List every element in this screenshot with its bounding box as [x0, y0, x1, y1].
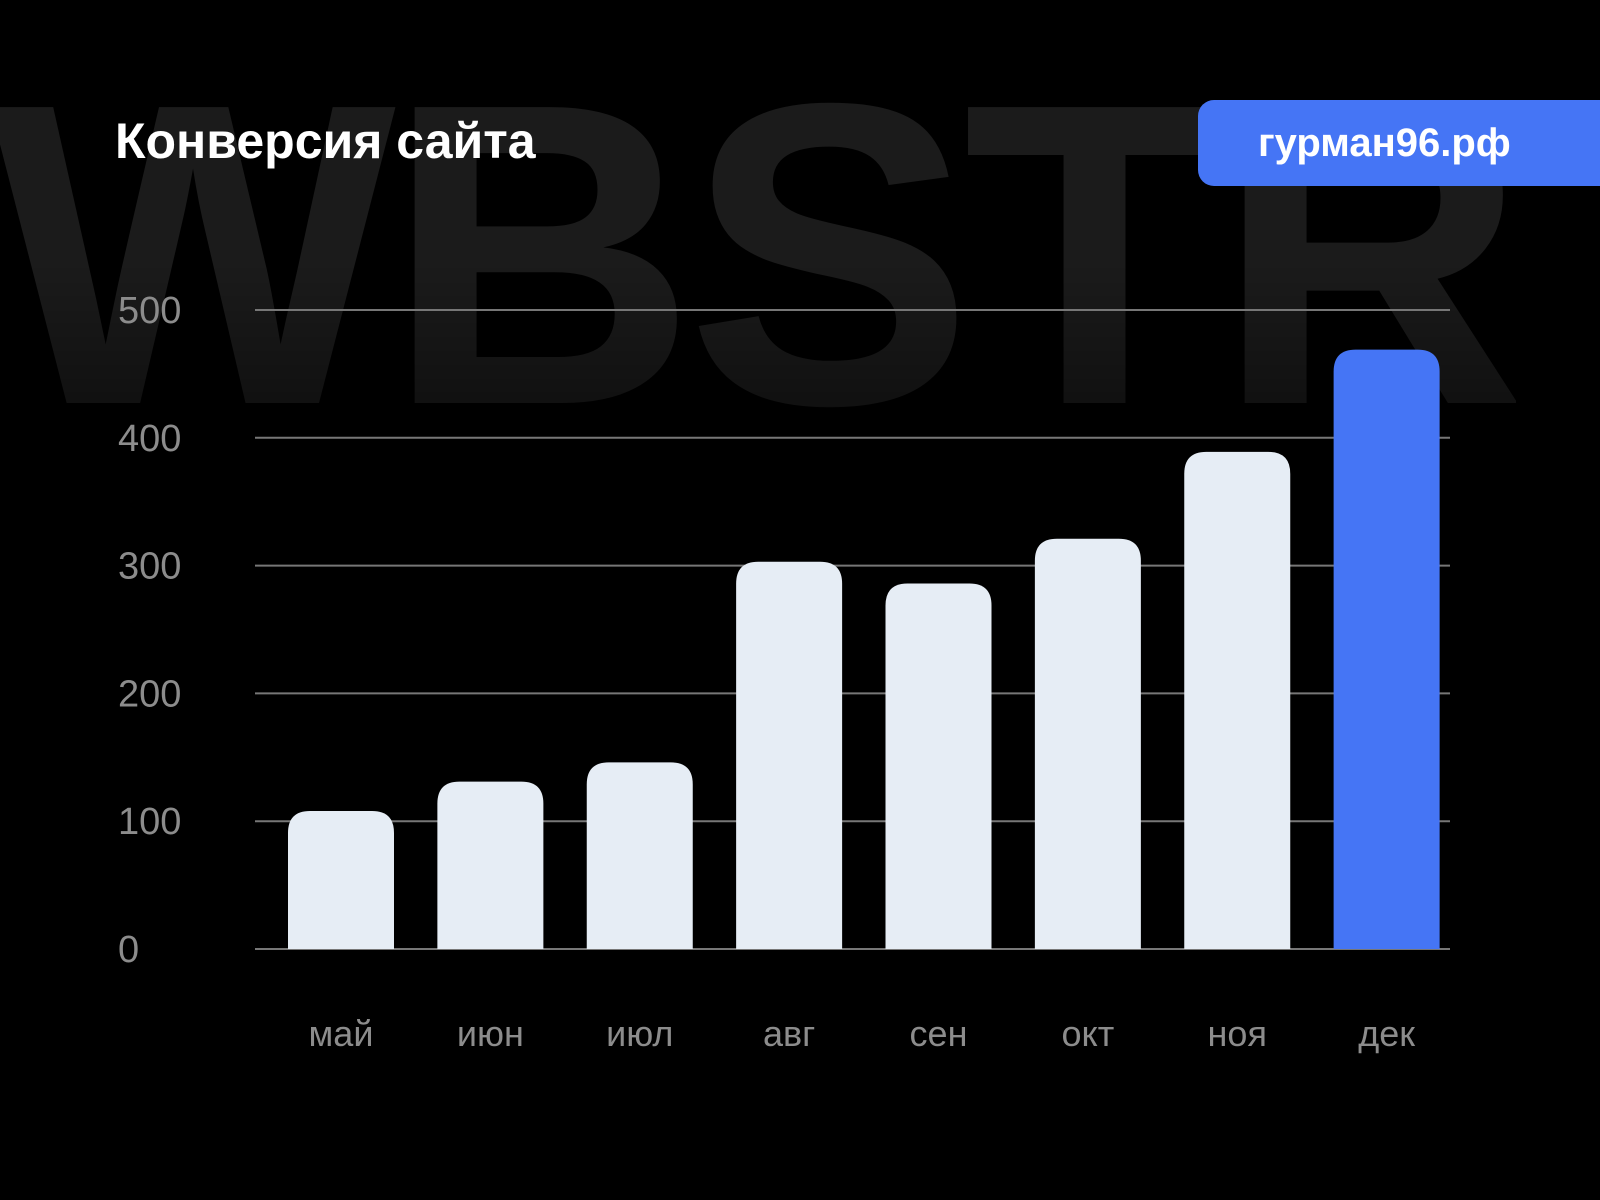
chart-title: Конверсия сайта — [115, 113, 536, 169]
x-tick-label: дек — [1358, 1013, 1415, 1054]
y-tick-label: 100 — [118, 801, 181, 843]
bar-июл — [586, 762, 693, 949]
x-tick-label: сен — [910, 1013, 968, 1054]
x-tick-label: июл — [606, 1013, 673, 1054]
y-tick-label: 500 — [118, 290, 181, 332]
bar-май — [288, 810, 394, 949]
x-tick-label: ноя — [1208, 1013, 1267, 1054]
x-tick-label: окт — [1062, 1013, 1115, 1054]
bar-сен — [885, 583, 992, 949]
bar-июн — [437, 781, 544, 949]
y-tick-label: 300 — [118, 546, 181, 588]
x-tick-label: авг — [763, 1013, 815, 1054]
x-tick-label: июн — [457, 1013, 524, 1054]
y-tick-label: 200 — [118, 673, 181, 715]
site-badge: гурман96.рф — [1198, 100, 1600, 186]
y-tick-label: 0 — [118, 929, 139, 971]
bar-дек — [1333, 349, 1440, 949]
bar-окт — [1034, 538, 1141, 949]
bar-ноя — [1184, 451, 1291, 949]
bar-авг — [736, 561, 843, 949]
y-tick-label: 400 — [118, 418, 181, 460]
x-tick-label: май — [309, 1013, 374, 1054]
